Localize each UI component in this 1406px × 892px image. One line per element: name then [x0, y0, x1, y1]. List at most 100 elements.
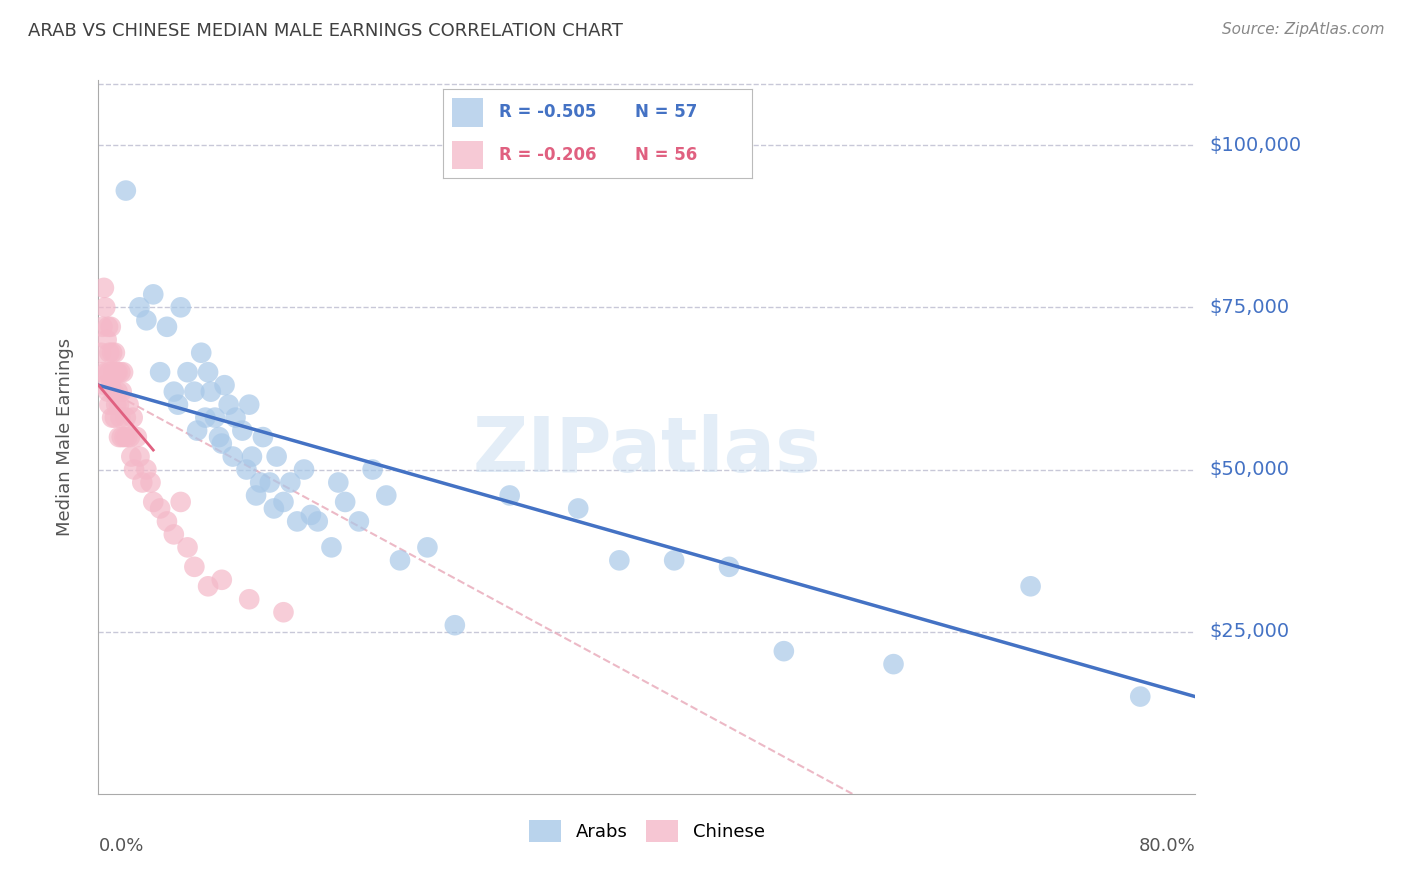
Point	[111, 384, 134, 399]
Point	[105, 398, 128, 412]
Point	[142, 495, 165, 509]
Point	[94, 378, 117, 392]
Point	[110, 365, 132, 379]
Point	[263, 501, 285, 516]
Point	[91, 319, 114, 334]
Point	[120, 450, 142, 464]
Point	[163, 384, 186, 399]
Point	[200, 384, 222, 399]
Point	[883, 657, 905, 672]
Point	[194, 410, 217, 425]
Point	[176, 541, 198, 555]
Point	[108, 430, 131, 444]
Point	[444, 618, 467, 632]
Point	[115, 430, 138, 444]
Point	[104, 345, 127, 359]
Point	[110, 410, 132, 425]
Text: R = -0.206: R = -0.206	[499, 146, 596, 164]
Point	[416, 541, 439, 555]
Point	[100, 319, 122, 334]
Point	[249, 475, 271, 490]
Point	[108, 398, 131, 412]
Point	[273, 495, 295, 509]
Point	[718, 559, 741, 574]
Point	[1129, 690, 1152, 704]
Text: $100,000: $100,000	[1209, 136, 1301, 154]
Point	[773, 644, 796, 658]
Bar	[453, 141, 484, 169]
Point	[170, 495, 193, 509]
Point	[375, 488, 398, 502]
Point	[90, 345, 112, 359]
Point	[328, 475, 350, 490]
Legend: Arabs, Chinese: Arabs, Chinese	[522, 813, 772, 849]
Point	[307, 515, 329, 529]
Point	[117, 398, 139, 412]
Point	[135, 313, 157, 327]
Point	[107, 384, 129, 399]
Point	[122, 462, 145, 476]
Text: $25,000: $25,000	[1209, 623, 1289, 641]
Point	[280, 475, 302, 490]
Point	[218, 398, 240, 412]
Point	[101, 345, 124, 359]
Point	[121, 410, 143, 425]
Point	[125, 430, 148, 444]
Point	[107, 365, 129, 379]
Point	[94, 301, 117, 315]
Point	[240, 450, 263, 464]
Point	[98, 365, 121, 379]
Point	[335, 495, 357, 509]
Point	[142, 287, 165, 301]
Point	[170, 301, 193, 315]
Point	[98, 398, 121, 412]
Point	[100, 378, 122, 392]
Point	[103, 384, 125, 399]
Point	[98, 345, 121, 359]
Point	[266, 450, 288, 464]
Bar	[453, 98, 484, 127]
Point	[139, 475, 162, 490]
Text: N = 57: N = 57	[634, 103, 697, 121]
Point	[567, 501, 589, 516]
Point	[190, 345, 212, 359]
Point	[112, 365, 135, 379]
Point	[176, 365, 198, 379]
Point	[96, 365, 118, 379]
Point	[361, 462, 384, 476]
Point	[156, 515, 179, 529]
Point	[211, 573, 233, 587]
Point	[211, 436, 233, 450]
Point	[231, 424, 253, 438]
Point	[321, 541, 343, 555]
Point	[97, 384, 120, 399]
Point	[664, 553, 686, 567]
Point	[167, 398, 190, 412]
Point	[115, 184, 138, 198]
Point	[114, 430, 136, 444]
Point	[499, 488, 522, 502]
Point	[222, 450, 245, 464]
Point	[238, 592, 260, 607]
Point	[214, 378, 236, 392]
Point	[115, 410, 138, 425]
Point	[149, 365, 172, 379]
Point	[197, 579, 219, 593]
Point	[128, 450, 150, 464]
Point	[149, 501, 172, 516]
Point	[111, 430, 134, 444]
Point	[1019, 579, 1042, 593]
Point	[259, 475, 281, 490]
Text: R = -0.505: R = -0.505	[499, 103, 596, 121]
Point	[235, 462, 257, 476]
Point	[105, 365, 128, 379]
Point	[104, 410, 127, 425]
Point	[101, 410, 124, 425]
Point	[96, 333, 118, 347]
Text: 80.0%: 80.0%	[1139, 837, 1195, 855]
Point	[299, 508, 322, 522]
Point	[91, 365, 114, 379]
Point	[97, 319, 120, 334]
Point	[204, 410, 226, 425]
Text: $75,000: $75,000	[1209, 298, 1289, 317]
